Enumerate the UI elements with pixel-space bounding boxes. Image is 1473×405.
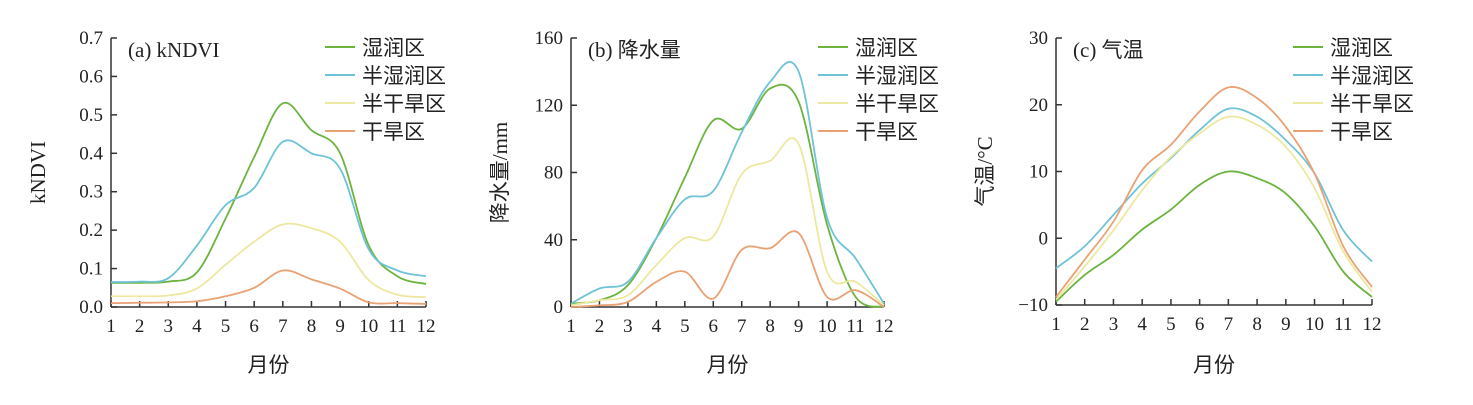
series-line-2	[110, 139, 427, 283]
x-tick-label: 1	[1051, 314, 1061, 335]
chart-panel-a: 0.00.10.20.30.40.50.60.71 2 3 4 5 6 7 8 9 10 11 12月…	[26, 28, 446, 377]
x-axis-label: 月份	[248, 353, 290, 377]
series-line-3	[110, 222, 427, 298]
y-tick-label: 10	[1029, 162, 1048, 183]
x-tick-label: 6	[709, 316, 719, 337]
series-line-4	[1055, 86, 1373, 298]
x-tick-label: 1	[566, 316, 576, 337]
x-tick-label: 3	[1109, 314, 1119, 335]
y-tick-label: 0	[554, 297, 564, 318]
y-tick-label: 0.3	[79, 182, 103, 203]
x-tick-label: 8	[307, 316, 317, 337]
x-tick-label: 7	[278, 316, 288, 337]
y-axis-label: 气温/°C	[973, 136, 997, 206]
series-line-4	[110, 269, 427, 305]
x-tick-label: 9	[794, 316, 804, 337]
legend-label: 半湿润区	[855, 64, 939, 88]
y-tick-label: 0	[1039, 228, 1049, 249]
x-tick-label: 3	[623, 316, 633, 337]
x-tick-label: 4	[1137, 314, 1147, 335]
x-tick-label: 11	[388, 316, 406, 337]
x-tick-label: 4	[192, 316, 202, 337]
x-tick-label: 8	[765, 316, 775, 337]
x-tick-label: 10	[818, 316, 837, 337]
y-tick-label: 0.7	[79, 28, 103, 49]
x-axis-label: 月份	[1193, 353, 1235, 377]
y-tick-label: 0.4	[79, 143, 103, 164]
series-line-2	[570, 61, 885, 305]
legend-label: 半湿润区	[1330, 64, 1414, 88]
legend-label: 干旱区	[855, 120, 918, 144]
y-tick-label: 80	[544, 163, 563, 184]
chart-title: (b) 降水量	[588, 38, 681, 62]
chart-title: (c) 气温	[1073, 38, 1144, 62]
x-tick-label: 5	[1166, 314, 1176, 335]
x-tick-label: 9	[335, 316, 345, 337]
legend-label: 干旱区	[1330, 120, 1393, 144]
x-tick-label: 11	[846, 316, 864, 337]
x-tick-label: 7	[1224, 314, 1234, 335]
x-tick-label: 2	[595, 316, 605, 337]
y-tick-label: −10	[1018, 295, 1048, 316]
x-tick-label: 6	[1195, 314, 1205, 335]
series-line-4	[570, 230, 885, 308]
x-tick-label: 12	[1363, 314, 1382, 335]
x-tick-label: 2	[1080, 314, 1090, 335]
series-line-3	[570, 137, 885, 307]
x-axis-label: 月份	[707, 353, 749, 377]
x-tick-label: 5	[680, 316, 690, 337]
y-tick-label: 0.1	[79, 259, 103, 280]
x-tick-label: 10	[359, 316, 378, 337]
x-tick-label: 12	[875, 316, 894, 337]
x-tick-label: 7	[737, 316, 747, 337]
x-tick-label: 5	[221, 316, 231, 337]
y-tick-label: 40	[544, 230, 563, 251]
x-tick-label: 9	[1281, 314, 1291, 335]
series-line-3	[1055, 115, 1373, 301]
legend-label: 半干旱区	[362, 92, 446, 116]
series-line-2	[1055, 107, 1373, 270]
series-line-1	[570, 83, 885, 308]
legend-label: 湿润区	[1330, 36, 1393, 60]
legend-label: 半湿润区	[362, 64, 446, 88]
legend-label: 干旱区	[362, 120, 425, 144]
legend-label: 半干旱区	[855, 92, 939, 116]
y-tick-label: 0.6	[79, 66, 103, 87]
x-tick-label: 11	[1334, 314, 1352, 335]
y-tick-label: 30	[1029, 28, 1048, 49]
legend-label: 半干旱区	[1330, 92, 1414, 116]
y-tick-label: 0.5	[79, 105, 103, 126]
x-tick-label: 1	[106, 316, 116, 337]
x-tick-label: 2	[135, 316, 145, 337]
y-tick-label: 0.0	[79, 297, 103, 318]
y-tick-label: 160	[535, 28, 564, 49]
y-axis-label: kNDVI	[26, 141, 50, 204]
legend-label: 湿润区	[362, 36, 425, 60]
x-tick-label: 12	[417, 316, 436, 337]
x-tick-label: 6	[249, 316, 259, 337]
y-tick-label: 20	[1029, 95, 1048, 116]
x-tick-label: 4	[652, 316, 662, 337]
legend-label: 湿润区	[855, 36, 918, 60]
chart-title: (a) kNDVI	[128, 38, 220, 62]
y-tick-label: 120	[535, 95, 564, 116]
x-tick-label: 3	[164, 316, 174, 337]
x-tick-label: 8	[1252, 314, 1262, 335]
series-line-1	[1055, 170, 1373, 303]
x-tick-label: 10	[1305, 314, 1324, 335]
y-axis-label: 降水量/mm	[488, 122, 512, 224]
y-tick-label: 0.2	[79, 220, 103, 241]
series-line-1	[110, 101, 427, 285]
